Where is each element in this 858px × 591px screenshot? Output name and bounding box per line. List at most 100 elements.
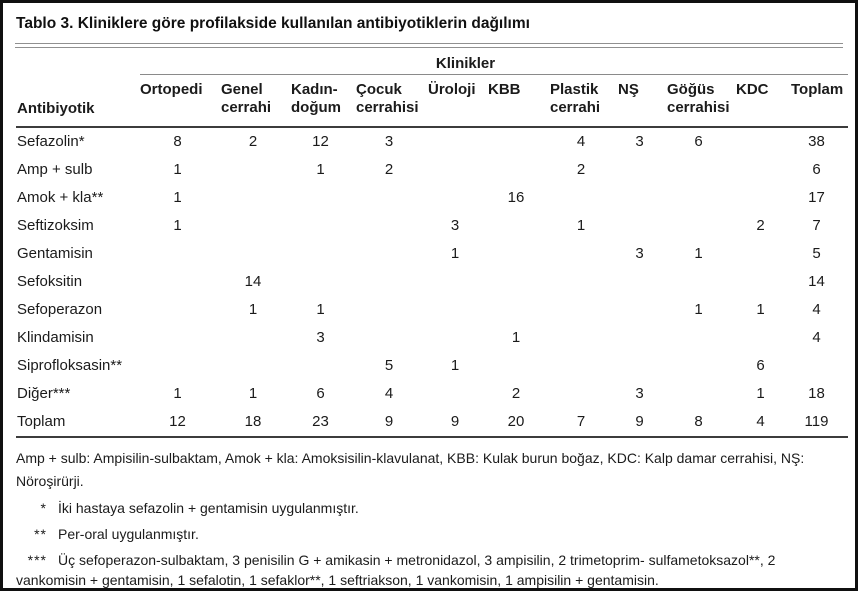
row-label: Amok + kla** — [17, 189, 104, 206]
cell-diger-cocuk-cerrahisi: 4 — [384, 385, 394, 402]
column-header-uroloji: Üroloji — [428, 74, 488, 128]
cell-sefazolin-kadin-dogum: 12 — [312, 133, 329, 150]
cell-sefoperazon-plastik-cerrahi — [550, 296, 618, 324]
cell-diger-ns: 3 — [635, 385, 644, 402]
cell-klindamisin-kbb: 1 — [511, 329, 521, 346]
cell-diger-ortopedi: 1 — [173, 385, 182, 402]
cell-klindamisin-uroloji — [428, 324, 488, 352]
cell-seftizoksim-uroloji: 3 — [450, 217, 460, 234]
cell-klindamisin-ns — [618, 324, 667, 352]
abbreviations-note: Amp + sulb: Ampisilin-sulbaktam, Amok + … — [16, 450, 805, 489]
cell-diger-kadin-dogum: 6 — [316, 385, 325, 402]
table-row-toplam: Toplam 12 18 23 9 9 20 7 9 8 4 119 — [16, 408, 848, 438]
row-label: Sefazolin* — [17, 133, 85, 150]
row-label: Sefoksitin — [17, 273, 83, 290]
cell-sefoperazon-uroloji — [428, 296, 488, 324]
cell-toplam-kbb: 20 — [488, 408, 550, 438]
table-row-seftizoksim: Seftizoksim 1 3 1 2 7 — [16, 212, 848, 240]
column-group-klinikler: Klinikler — [140, 48, 848, 75]
cell-sefoksitin-ortopedi — [140, 268, 221, 296]
cell-amp-sulb-cocuk-cerrahisi: 2 — [384, 161, 394, 178]
row-label: Toplam — [16, 408, 140, 438]
column-header-toplam: Toplam — [791, 74, 848, 128]
column-header-ns: NŞ — [618, 74, 667, 128]
cell-amp-sulb-kbb — [488, 156, 550, 184]
cell-amp-sulb-plastik-cerrahi: 2 — [576, 161, 586, 178]
row-label: Sefoperazon — [17, 301, 103, 318]
cell-gentamisin-gogus-cerrahisi: 1 — [694, 245, 703, 262]
cell-gentamisin-kdc — [736, 240, 791, 268]
cell-siprofloksasin-genel-cerrahi — [221, 352, 291, 380]
cell-seftizoksim-gogus-cerrahisi — [667, 212, 736, 240]
footnote-double-asterisk: ** Per-oral uygulanmıştır. — [16, 523, 842, 546]
cell-sefoperazon-toplam: 4 — [812, 301, 821, 318]
antibiotics-by-clinic-table: Antibiyotik Klinikler Ortopedi Genel cerr… — [16, 48, 848, 438]
cell-sefoperazon-ns — [618, 296, 667, 324]
cell-seftizoksim-genel-cerrahi — [221, 212, 291, 240]
column-header-antibiyotik: Antibiyotik — [16, 48, 140, 128]
cell-siprofloksasin-kbb — [488, 352, 550, 380]
cell-amp-sulb-ns — [618, 156, 667, 184]
footnote-text: Per-oral uygulanmıştır. — [58, 526, 199, 542]
cell-klindamisin-kadin-dogum: 3 — [316, 329, 325, 346]
cell-toplam-ortopedi: 12 — [140, 408, 221, 438]
cell-amok-kla-plastik-cerrahi — [550, 184, 618, 212]
cell-sefoperazon-ortopedi — [140, 296, 221, 324]
cell-gentamisin-plastik-cerrahi — [550, 240, 618, 268]
cell-gentamisin-cocuk-cerrahisi — [356, 240, 428, 268]
row-label: Gentamisin — [17, 245, 93, 262]
column-header-gogus-cerrahisi: Göğüs cerrahisi — [667, 74, 736, 128]
row-label: Siprofloksasin** — [17, 357, 123, 374]
cell-amp-sulb-kdc — [736, 156, 791, 184]
table-row-klindamisin: Klindamisin 3 1 4 — [16, 324, 848, 352]
footnote-single-asterisk: * İki hastaya sefazolin + gentamisin uygu… — [16, 497, 842, 520]
table-row-sefoksitin: Sefoksitin 14 14 — [16, 268, 848, 296]
cell-klindamisin-plastik-cerrahi — [550, 324, 618, 352]
cell-amok-kla-ns — [618, 184, 667, 212]
cell-diger-plastik-cerrahi — [550, 380, 618, 408]
clinic-header-row: Ortopedi Genel cerrahi Kadın-doğum Çocuk ce… — [16, 74, 848, 128]
cell-toplam-genel-cerrahi: 18 — [221, 408, 291, 438]
cell-siprofloksasin-kdc: 6 — [756, 357, 765, 374]
cell-sefazolin-kdc — [736, 127, 791, 156]
cell-klindamisin-gogus-cerrahisi — [667, 324, 736, 352]
cell-toplam-kdc: 4 — [736, 408, 791, 438]
cell-gentamisin-toplam: 5 — [812, 245, 821, 262]
cell-amok-kla-toplam: 17 — [808, 189, 825, 206]
cell-toplam-uroloji: 9 — [428, 408, 488, 438]
footnotes: Amp + sulb: Ampisilin-sulbaktam, Amok + … — [3, 438, 855, 588]
table-row-gentamisin: Gentamisin 1 3 1 5 — [16, 240, 848, 268]
cell-sefoperazon-gogus-cerrahisi: 1 — [694, 301, 703, 318]
table-row-sefoperazon: Sefoperazon 1 1 1 1 4 — [16, 296, 848, 324]
cell-sefoperazon-kadin-dogum: 1 — [316, 301, 325, 318]
cell-sefoksitin-kadin-dogum — [291, 268, 356, 296]
cell-toplam-kadin-dogum: 23 — [291, 408, 356, 438]
cell-sefoksitin-cocuk-cerrahisi — [356, 268, 428, 296]
cell-gentamisin-ns: 3 — [635, 245, 644, 262]
cell-seftizoksim-cocuk-cerrahisi — [356, 212, 428, 240]
cell-sefazolin-cocuk-cerrahisi: 3 — [384, 133, 394, 150]
cell-siprofloksasin-plastik-cerrahi — [550, 352, 618, 380]
cell-amok-kla-uroloji — [428, 184, 488, 212]
cell-sefoksitin-kdc — [736, 268, 791, 296]
cell-gentamisin-kbb — [488, 240, 550, 268]
cell-gentamisin-genel-cerrahi — [221, 240, 291, 268]
table-row-siprofloksasin: Siprofloksasin** 5 1 6 — [16, 352, 848, 380]
footnote-text: Üç sefoperazon-sulbaktam, 3 penisilin G … — [16, 552, 776, 588]
cell-siprofloksasin-kadin-dogum — [291, 352, 356, 380]
row-label: Diğer*** — [17, 385, 71, 402]
cell-seftizoksim-toplam: 7 — [812, 217, 821, 234]
cell-klindamisin-kdc — [736, 324, 791, 352]
cell-seftizoksim-plastik-cerrahi: 1 — [576, 217, 586, 234]
cell-seftizoksim-ortopedi: 1 — [173, 217, 182, 234]
cell-siprofloksasin-toplam — [791, 352, 848, 380]
cell-sefoperazon-kdc: 1 — [756, 301, 765, 318]
cell-diger-genel-cerrahi: 1 — [248, 385, 258, 402]
table-title: Tablo 3. Kliniklere göre profilakside ku… — [16, 15, 530, 32]
cell-diger-toplam: 18 — [808, 385, 825, 402]
cell-sefazolin-toplam: 38 — [808, 133, 825, 150]
cell-toplam-gogus-cerrahisi: 8 — [667, 408, 736, 438]
cell-sefoksitin-kbb — [488, 268, 550, 296]
row-label: Klindamisin — [17, 329, 94, 346]
